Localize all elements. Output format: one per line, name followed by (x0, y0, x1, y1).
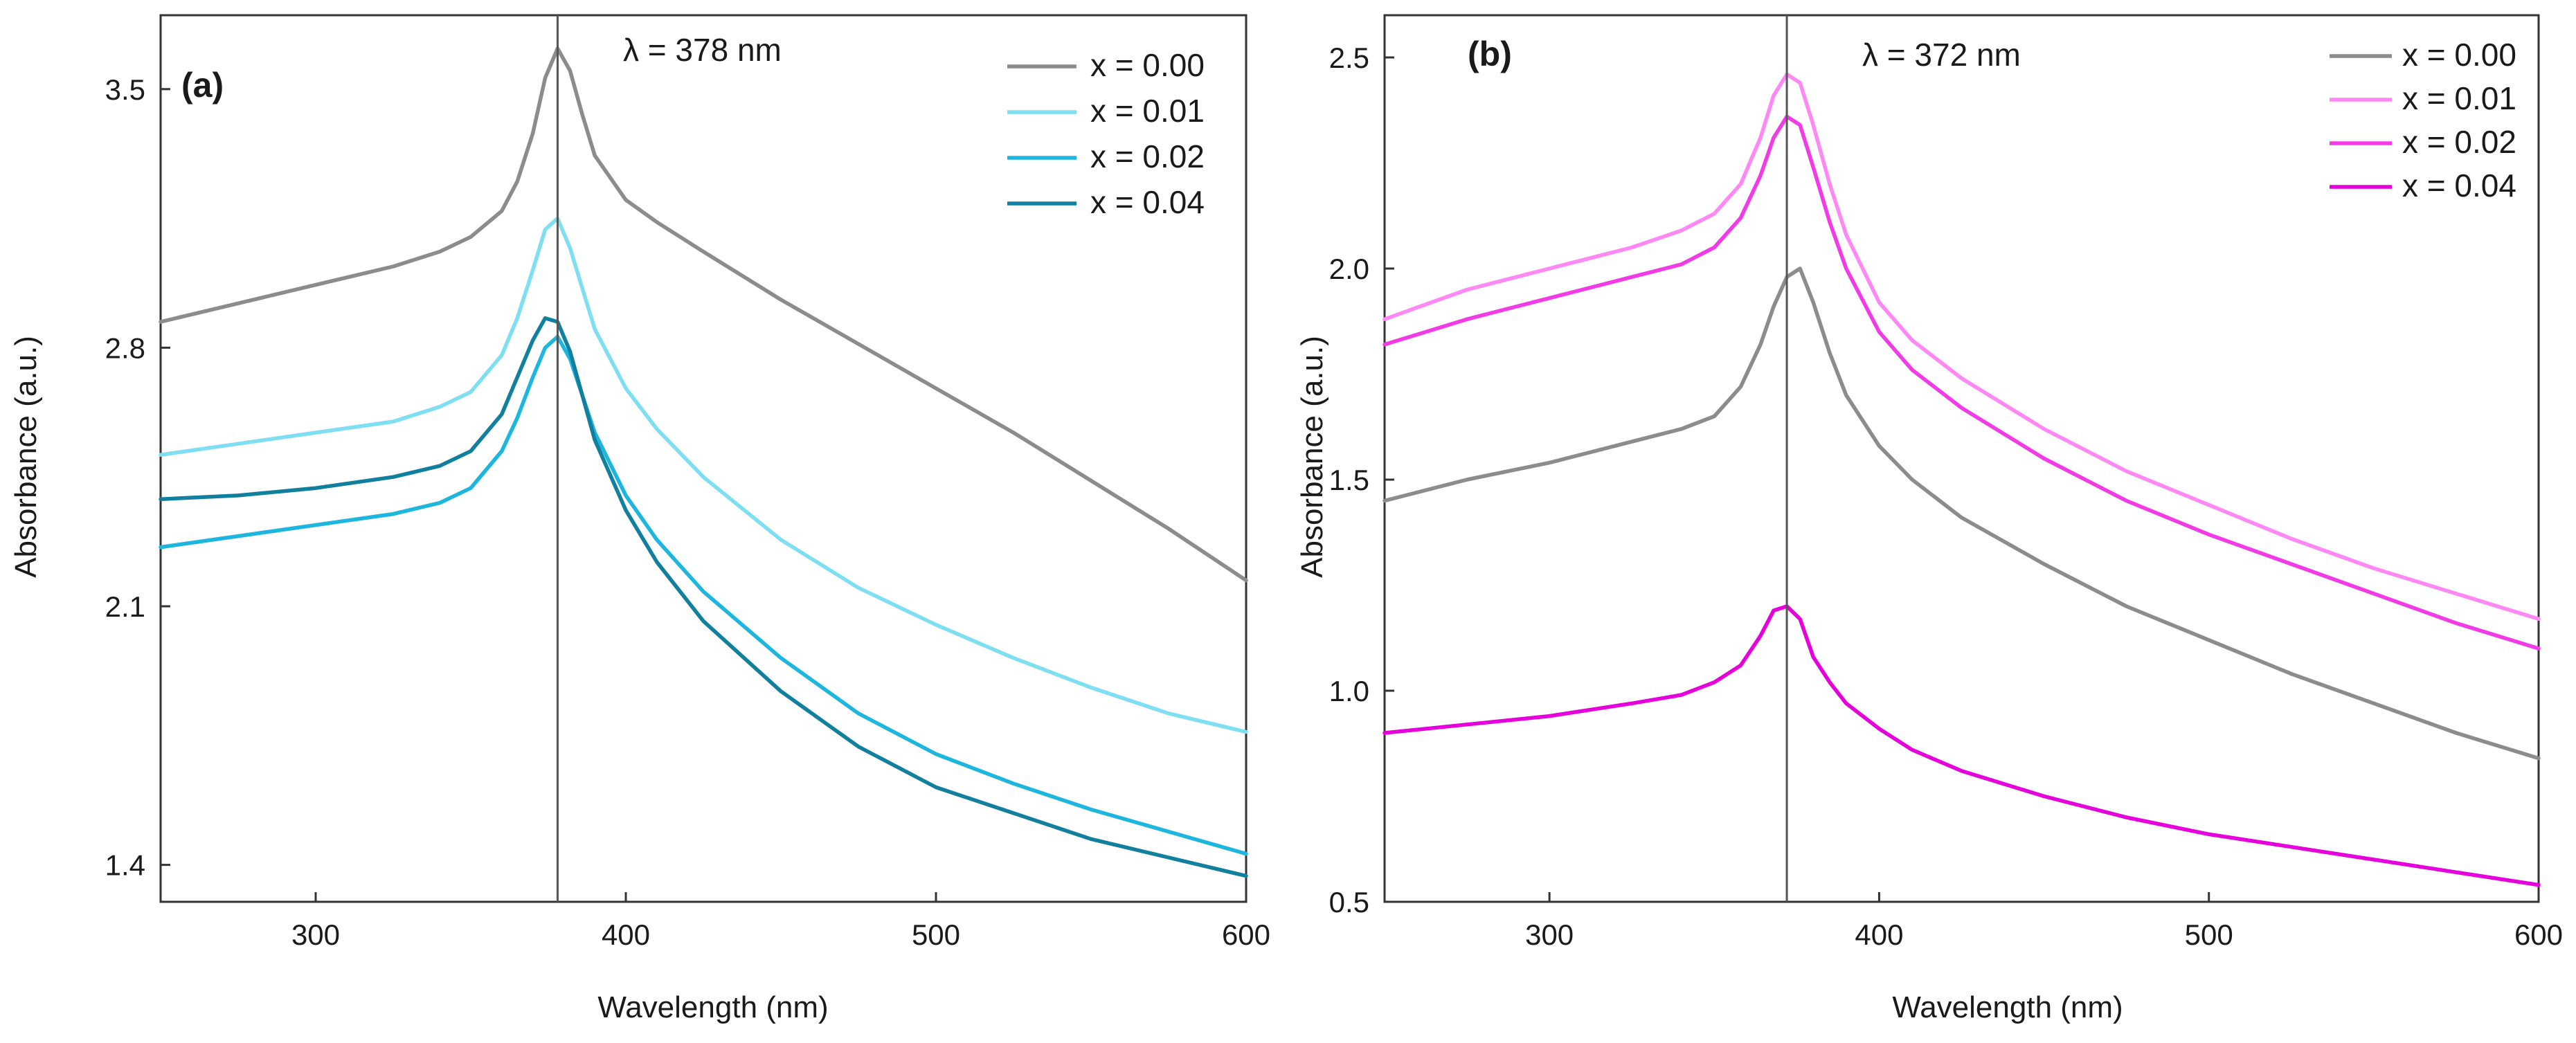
panel-a-legend-label-4: x = 0.04 (1090, 184, 1205, 220)
panel-a-legend: x = 0.00 x = 0.01 x = 0.02 x = 0.04 (1007, 47, 1205, 220)
panel-b-legend-label-1: x = 0.00 (2402, 37, 2516, 73)
panel-b-x-axis-title: Wavelength (nm) (1892, 990, 2123, 1024)
panel-a-x-tick-label-400: 400 (602, 918, 650, 951)
panel-a-series-line-4 (159, 316, 1248, 878)
panel-b-legend-label-3: x = 0.02 (2402, 124, 2516, 160)
panel-b-x-tick-label-300: 300 (1525, 918, 1574, 951)
panel-b-plot-frame (1383, 14, 2540, 903)
panel-b-series-line-1 (1382, 266, 2541, 761)
panel-b: 300 400 500 600 0.5 1.0 1.5 2.0 2.5 (b) λ = 372 … (1295, 14, 2563, 1024)
panel-a-legend-label-3: x = 0.02 (1090, 138, 1205, 174)
panel-b-y-tick-label-1: 0.5 (1329, 886, 1369, 918)
panel-b-x-tick-label-500: 500 (2185, 918, 2233, 951)
panel-a-legend-label-1: x = 0.00 (1090, 47, 1205, 83)
panel-b-wavelength-annotation: λ = 372 nm (1862, 37, 2021, 73)
panel-a-plot-area: 300 400 500 600 1.4 2.1 2.8 3.5 (105, 14, 1270, 951)
panel-a-x-tick-label-500: 500 (912, 918, 960, 951)
panel-b-x-tick-label-400: 400 (1855, 918, 1903, 951)
panel-a-wavelength-annotation: λ = 378 nm (623, 32, 782, 68)
panel-b-y-tick-label-2: 1.0 (1329, 675, 1369, 707)
panel-a-x-axis-title: Wavelength (nm) (597, 990, 828, 1024)
panel-b-y-tick-label-5: 2.5 (1329, 42, 1369, 74)
panel-a-y-axis-title: Absorbance (a.u.) (9, 336, 43, 578)
panel-a-y-tick-label-3: 2.8 (105, 332, 145, 364)
panel-b-series-line-4 (1382, 604, 2541, 887)
panel-b-legend-label-4: x = 0.04 (2402, 167, 2516, 203)
panel-b-y-tick-label-3: 1.5 (1329, 464, 1369, 496)
panel-a-legend-label-2: x = 0.01 (1090, 93, 1205, 129)
panel-a-series-line-1 (159, 46, 1248, 583)
panel-a-y-tick-label-1: 1.4 (105, 849, 145, 882)
panel-a-y-tick-label-2: 2.1 (105, 590, 145, 623)
panel-a-label: (a) (181, 66, 224, 105)
panel-a-y-tick-label-4: 3.5 (105, 73, 145, 106)
panel-b-plot-area: 300 400 500 600 0.5 1.0 1.5 2.0 2.5 (1329, 14, 2563, 951)
panel-b-series-line-3 (1382, 114, 2541, 651)
panel-b-series-line-2 (1382, 72, 2541, 622)
panel-a-x-tick-label-300: 300 (291, 918, 340, 951)
panel-b-label: (b) (1468, 35, 1512, 73)
panel-a-x-tick-label-600: 600 (1222, 918, 1270, 951)
panel-b-y-tick-label-4: 2.0 (1329, 253, 1369, 285)
panel-b-y-axis-title: Absorbance (a.u.) (1295, 336, 1329, 578)
panel-b-legend-label-2: x = 0.01 (2402, 80, 2516, 116)
panel-a-series-line-2 (159, 216, 1248, 734)
panel-b-legend: x = 0.00 x = 0.01 x = 0.02 x = 0.04 (2330, 37, 2516, 203)
panel-b-x-tick-label-600: 600 (2514, 918, 2563, 951)
panel-a-plot-frame (159, 14, 1248, 903)
